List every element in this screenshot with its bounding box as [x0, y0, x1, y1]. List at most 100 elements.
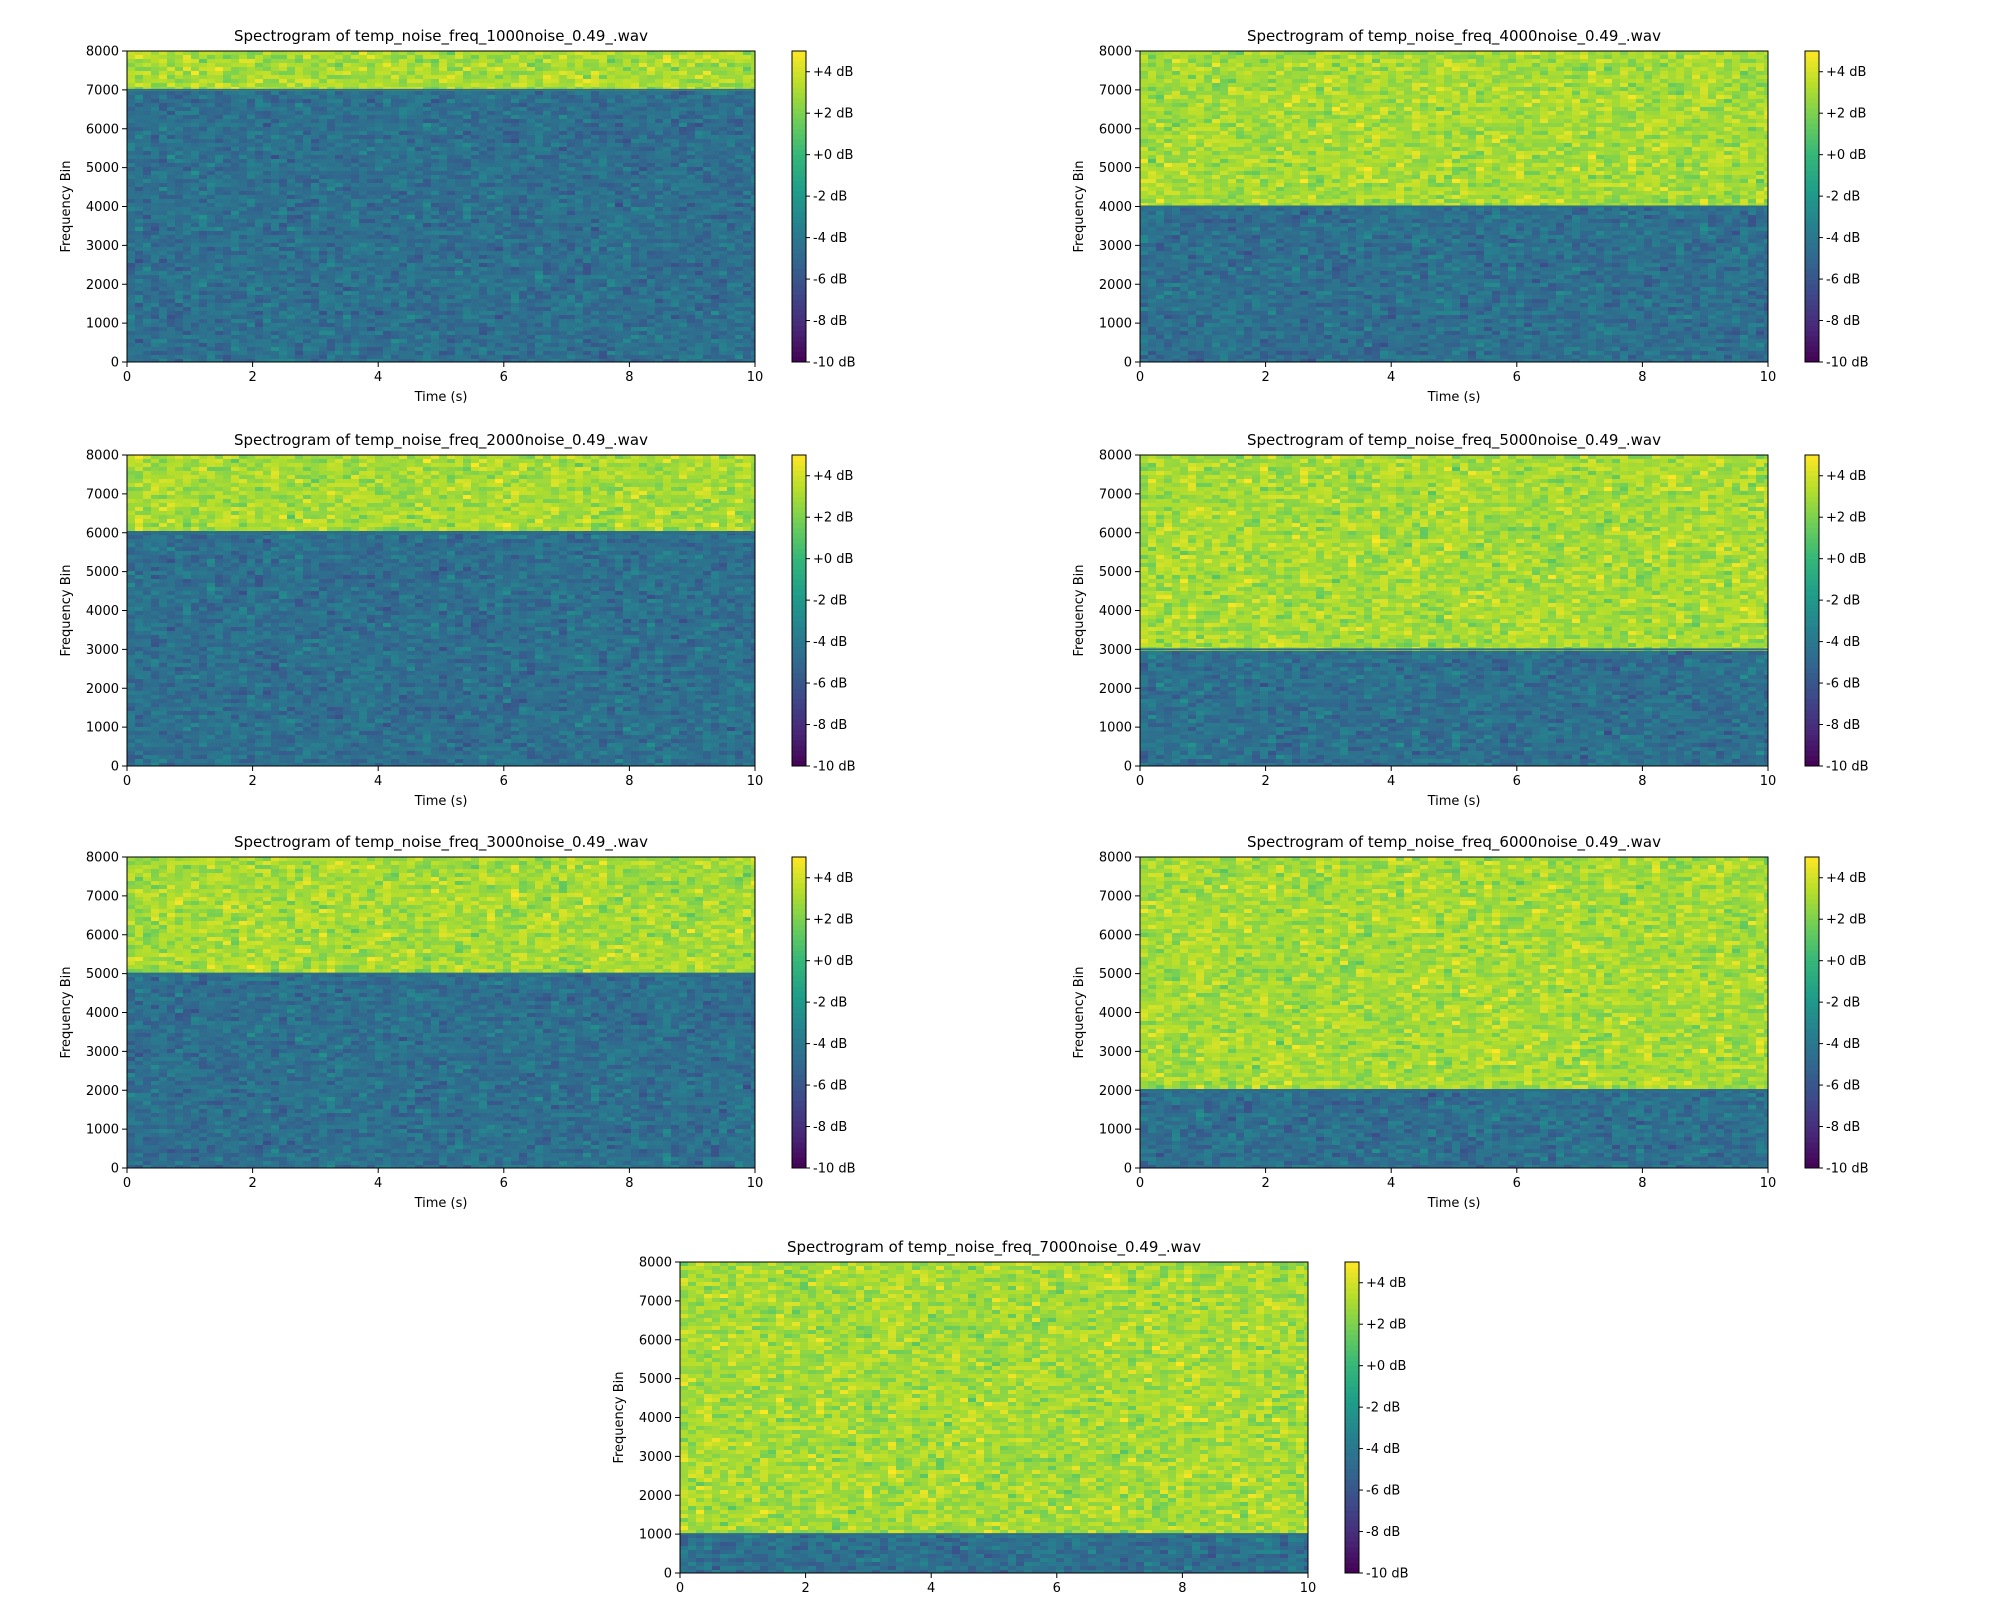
colorbar-tick-label: -4 dB — [813, 231, 847, 246]
colorbar: +4 dB+2 dB+0 dB-2 dB-4 dB-6 dB-8 dB-10 d… — [1345, 1262, 1409, 1582]
colorbar-tick-label: -10 dB — [1826, 1162, 1869, 1177]
x-tick-label: 2 — [1261, 1176, 1269, 1191]
x-tick-label: 0 — [123, 370, 131, 385]
colorbar-tick-label: +0 dB — [813, 148, 853, 163]
colorbar-tick-label: -2 dB — [1366, 1401, 1400, 1416]
x-tick-label: 0 — [123, 1176, 131, 1191]
y-tick-label: 7000 — [86, 889, 119, 904]
x-tick-label: 2 — [248, 370, 256, 385]
colorbar-tick-label: -6 dB — [1366, 1484, 1400, 1499]
y-tick-label: 4000 — [1099, 200, 1132, 215]
colorbar-tick-label: -10 dB — [813, 760, 856, 775]
chart-title: Spectrogram of temp_noise_freq_2000noise… — [234, 431, 648, 450]
y-tick-label: 1000 — [639, 1528, 672, 1543]
colorbar-tick-label: -10 dB — [813, 356, 856, 371]
y-tick-label: 6000 — [86, 526, 119, 541]
colorbar-tick-label: -6 dB — [813, 273, 847, 288]
colorbar-tick-label: -8 dB — [813, 718, 847, 733]
x-tick-label: 4 — [374, 370, 382, 385]
colorbar-tick-label: -8 dB — [1826, 718, 1860, 733]
x-axis-label: Time (s) — [414, 794, 468, 809]
y-tick-label: 4000 — [86, 604, 119, 619]
y-tick-label: 8000 — [86, 851, 119, 866]
chart-title: Spectrogram of temp_noise_freq_1000noise… — [234, 27, 648, 46]
colorbar-tick-label: -2 dB — [813, 594, 847, 609]
y-tick-label: 3000 — [86, 643, 119, 658]
colorbar-tick-label: +2 dB — [813, 107, 853, 122]
y-tick-label: 0 — [1124, 1162, 1132, 1177]
y-tick-label: 5000 — [639, 1372, 672, 1387]
x-tick-label: 10 — [1300, 1581, 1317, 1596]
spectrogram-cells — [680, 1262, 1308, 1573]
colorbar-tick-label: +2 dB — [1826, 511, 1866, 526]
colorbar-tick-label: -2 dB — [1826, 190, 1860, 205]
x-tick-label: 10 — [747, 774, 764, 789]
y-tick-label: 3000 — [1099, 643, 1132, 658]
x-axis-label: Time (s) — [1427, 1196, 1481, 1211]
spectrogram-panel: Spectrogram of temp_noise_freq_4000noise… — [1072, 27, 1869, 405]
colorbar-tick-label: +0 dB — [1366, 1359, 1406, 1374]
chart-title: Spectrogram of temp_noise_freq_5000noise… — [1247, 431, 1661, 450]
x-tick-label: 6 — [1513, 370, 1521, 385]
colorbar-tick-label: -10 dB — [1366, 1567, 1409, 1582]
y-tick-label: 2000 — [1099, 1084, 1132, 1099]
y-tick-label: 8000 — [639, 1256, 672, 1271]
y-tick-label: 3000 — [86, 1045, 119, 1060]
x-tick-label: 2 — [248, 774, 256, 789]
colorbar-tick-label: +4 dB — [813, 65, 853, 80]
colorbar-tick-label: -2 dB — [1826, 996, 1860, 1011]
y-tick-label: 0 — [111, 1162, 119, 1177]
y-tick-label: 7000 — [1099, 83, 1132, 98]
y-tick-label: 5000 — [1099, 967, 1132, 982]
y-tick-label: 1000 — [1099, 721, 1132, 736]
y-axis-label: Frequency Bin — [59, 564, 74, 656]
colorbar-tick-label: +2 dB — [813, 913, 853, 928]
x-tick-label: 6 — [1513, 774, 1521, 789]
y-tick-label: 5000 — [1099, 565, 1132, 580]
x-tick-label: 10 — [747, 370, 764, 385]
x-tick-label: 0 — [1136, 370, 1144, 385]
colorbar-tick-label: -6 dB — [1826, 677, 1860, 692]
y-tick-label: 5000 — [86, 967, 119, 982]
colorbar-tick-label: -6 dB — [813, 1079, 847, 1094]
colorbar-tick-label: +0 dB — [1826, 148, 1866, 163]
colorbar-tick-label: +4 dB — [1826, 469, 1866, 484]
colorbar-tick-label: +0 dB — [813, 552, 853, 567]
y-tick-label: 5000 — [86, 565, 119, 580]
colorbar-tick-label: +2 dB — [813, 511, 853, 526]
y-tick-label: 1000 — [86, 317, 119, 332]
x-tick-label: 4 — [927, 1581, 935, 1596]
chart-title: Spectrogram of temp_noise_freq_4000noise… — [1247, 27, 1661, 46]
y-axis-label: Frequency Bin — [1072, 564, 1087, 656]
x-tick-label: 10 — [1760, 774, 1777, 789]
y-tick-label: 5000 — [86, 161, 119, 176]
y-axis-label: Frequency Bin — [1072, 966, 1087, 1058]
chart-title: Spectrogram of temp_noise_freq_7000noise… — [787, 1238, 1201, 1257]
colorbar: +4 dB+2 dB+0 dB-2 dB-4 dB-6 dB-8 dB-10 d… — [792, 51, 856, 371]
colorbar-tick-label: -4 dB — [1366, 1442, 1400, 1457]
x-tick-label: 8 — [1638, 370, 1646, 385]
x-tick-label: 6 — [1053, 1581, 1061, 1596]
x-tick-label: 6 — [500, 1176, 508, 1191]
x-axis-label: Time (s) — [414, 390, 468, 405]
colorbar-tick-label: -8 dB — [1366, 1525, 1400, 1540]
y-tick-label: 0 — [1124, 356, 1132, 371]
spectrogram-cells — [1140, 857, 1768, 1168]
colorbar-tick-label: +4 dB — [1366, 1276, 1406, 1291]
y-tick-label: 1000 — [86, 1123, 119, 1138]
y-tick-label: 8000 — [86, 449, 119, 464]
y-tick-label: 7000 — [639, 1294, 672, 1309]
y-tick-label: 7000 — [1099, 889, 1132, 904]
colorbar-tick-label: +0 dB — [1826, 552, 1866, 567]
x-tick-label: 2 — [1261, 370, 1269, 385]
y-tick-label: 3000 — [639, 1450, 672, 1465]
y-tick-label: 2000 — [86, 278, 119, 293]
y-tick-label: 2000 — [1099, 278, 1132, 293]
y-tick-label: 8000 — [1099, 449, 1132, 464]
colorbar-tick-label: -6 dB — [1826, 273, 1860, 288]
x-axis-label: Time (s) — [414, 1196, 468, 1211]
y-tick-label: 7000 — [86, 83, 119, 98]
x-tick-label: 4 — [374, 1176, 382, 1191]
colorbar-tick-label: -2 dB — [1826, 594, 1860, 609]
y-tick-label: 6000 — [1099, 928, 1132, 943]
